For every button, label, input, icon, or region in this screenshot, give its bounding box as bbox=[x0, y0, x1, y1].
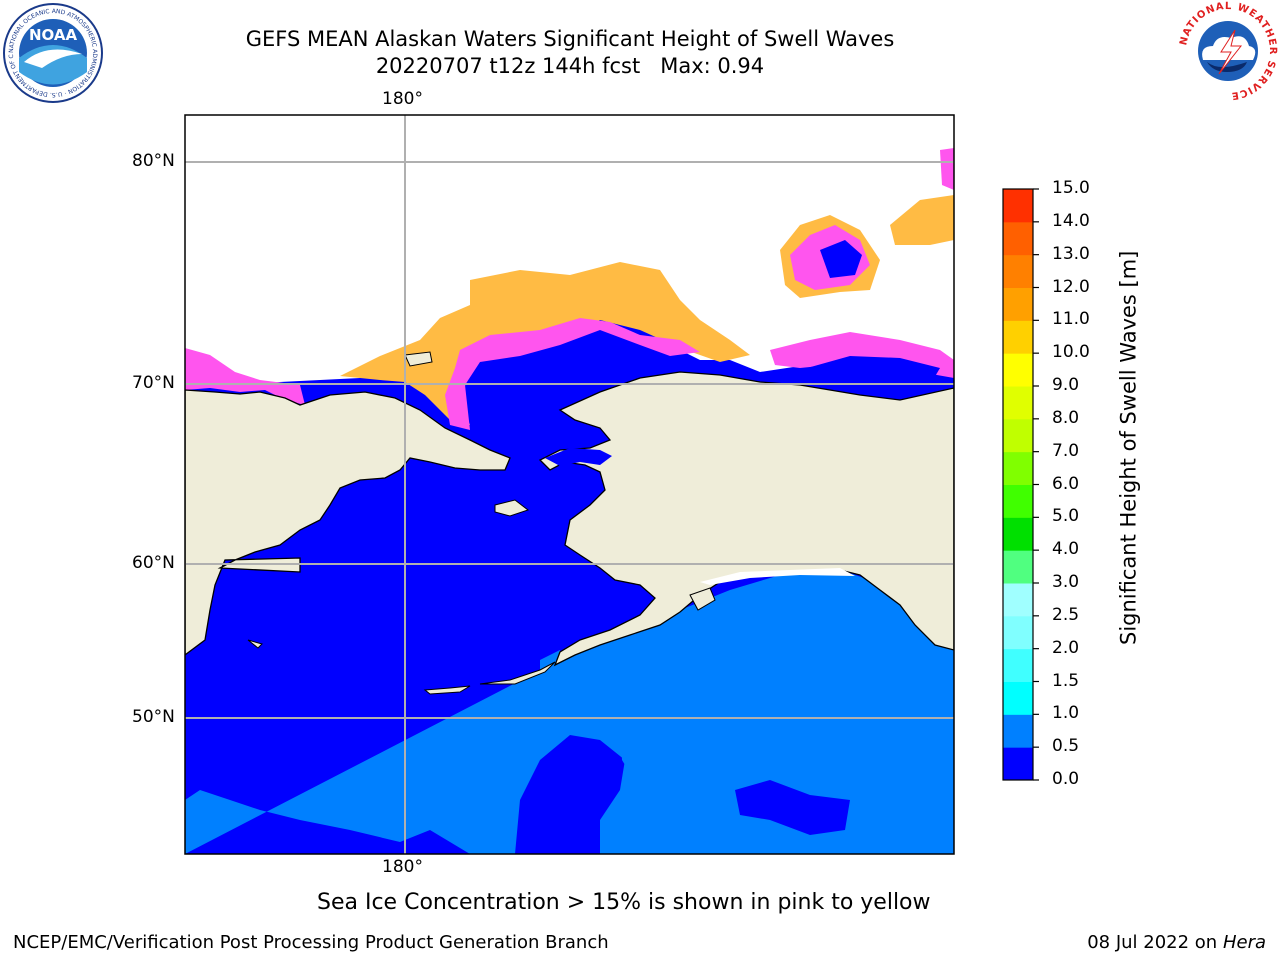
colorbar-title-text: Significant Height of Swell Waves [m] bbox=[1116, 250, 1141, 645]
colorbar-segment bbox=[1003, 353, 1033, 387]
arctic-ice-free-white bbox=[185, 115, 954, 388]
island-wrangel bbox=[404, 351, 433, 367]
colorbar-segment bbox=[1003, 221, 1033, 256]
colorbar-segment bbox=[1003, 681, 1033, 715]
colorbar-segment bbox=[1003, 254, 1033, 288]
sea-ice-far-ne bbox=[890, 195, 954, 245]
colorbar-segment bbox=[1003, 320, 1033, 354]
colorbar-segment bbox=[1003, 386, 1033, 420]
colorbar-segment bbox=[1003, 615, 1033, 650]
colorbar-segment bbox=[1003, 484, 1033, 518]
lon-label-bottom: 180° bbox=[382, 857, 423, 877]
footer-date: 08 Jul 2022 on bbox=[1087, 932, 1223, 953]
colorbar-tick-label: 8.0 bbox=[1052, 407, 1080, 428]
footer-right: 08 Jul 2022 on Hera bbox=[1087, 932, 1266, 953]
colorbar-tick-label: 7.0 bbox=[1052, 440, 1080, 461]
noaa-logo-text: NOAA bbox=[29, 26, 78, 44]
ocean-swell-low-pocket bbox=[735, 780, 850, 835]
colorbar-tick-label: 2.0 bbox=[1052, 637, 1080, 658]
colorbar-segment bbox=[1003, 550, 1033, 584]
colorbar-tick-label: 15.0 bbox=[1052, 178, 1090, 198]
colorbar-tick-label: 14.0 bbox=[1052, 210, 1090, 231]
lat-label-70: 70°N bbox=[132, 373, 175, 393]
colorbar-tick-label: 6.0 bbox=[1052, 473, 1080, 494]
island-st-lawrence bbox=[494, 499, 530, 517]
colorbar-segment bbox=[1003, 747, 1033, 781]
chart-title: GEFS MEAN Alaskan Waters Significant Hei… bbox=[245, 27, 895, 51]
colorbar-tick-label: 13.0 bbox=[1052, 243, 1090, 264]
colorbar-segment bbox=[1003, 189, 1033, 223]
colorbar-segment bbox=[1003, 517, 1033, 551]
map-frame bbox=[184, 114, 955, 855]
island-aleutian-2 bbox=[479, 661, 556, 685]
colorbar-tick-label: 10.0 bbox=[1052, 342, 1090, 363]
lat-label-60: 60°N bbox=[132, 553, 175, 573]
sea-ice-pink bbox=[445, 318, 700, 430]
colorbar-segment bbox=[1003, 451, 1033, 485]
coastal-white-strip bbox=[700, 568, 855, 585]
colorbar-segment bbox=[1003, 287, 1033, 321]
colorbar-tick-label: 4.0 bbox=[1052, 539, 1080, 560]
colorbar-tick-label: 2.5 bbox=[1052, 604, 1080, 625]
colorbar-tick-label: 11.0 bbox=[1052, 309, 1090, 330]
nws-logo: NATIONAL WEATHER SERVICE bbox=[1178, 1, 1277, 101]
sea-ice-ne-core bbox=[820, 240, 862, 278]
colorbar-segment bbox=[1003, 583, 1033, 617]
chart-subtitle: 20220707 t12z 144h fcst Max: 0.94 bbox=[375, 54, 765, 78]
colorbar-tick-label: 3.0 bbox=[1052, 572, 1080, 592]
island-aleutian-1 bbox=[423, 685, 471, 695]
sea-ice-note: Sea Ice Concentration > 15% is shown in … bbox=[317, 890, 931, 915]
footer-left: NCEP/EMC/Verification Post Processing Pr… bbox=[13, 932, 609, 953]
island-kodiak bbox=[689, 587, 716, 611]
colorbar-frame bbox=[1002, 188, 1034, 781]
footer-machine: Hera bbox=[1222, 932, 1266, 953]
map-area bbox=[185, 115, 954, 854]
colorbar bbox=[1003, 188, 1039, 781]
colorbar-tick-label: 0.0 bbox=[1052, 769, 1080, 789]
norton-sound bbox=[545, 448, 612, 466]
colorbar-segment bbox=[1003, 714, 1033, 748]
map-gridlines bbox=[185, 115, 954, 854]
colorbar-tick-label: 9.0 bbox=[1052, 375, 1080, 395]
colorbar-tick-label: 1.5 bbox=[1052, 670, 1080, 691]
lat-label-50: 50°N bbox=[132, 707, 175, 727]
sea-ice-west bbox=[185, 348, 305, 405]
lat-label-80: 80°N bbox=[132, 151, 175, 171]
lon-label-top: 180° bbox=[382, 89, 423, 109]
colorbar-tick-label: 5.0 bbox=[1052, 506, 1080, 527]
sea-ice-edge-ne bbox=[940, 148, 954, 190]
noaa-logo: NATIONAL OCEANIC AND ATMOSPHERIC ADMINIS… bbox=[2, 2, 103, 103]
colorbar-segment bbox=[1003, 418, 1033, 453]
colorbar-tick-label: 1.0 bbox=[1052, 703, 1080, 724]
island-commander bbox=[247, 639, 263, 649]
colorbar-segment bbox=[1003, 648, 1033, 682]
colorbar-tick-label: 0.5 bbox=[1052, 736, 1080, 757]
colorbar-tick-label: 12.0 bbox=[1052, 276, 1090, 297]
beaufort-open-water bbox=[800, 356, 940, 395]
